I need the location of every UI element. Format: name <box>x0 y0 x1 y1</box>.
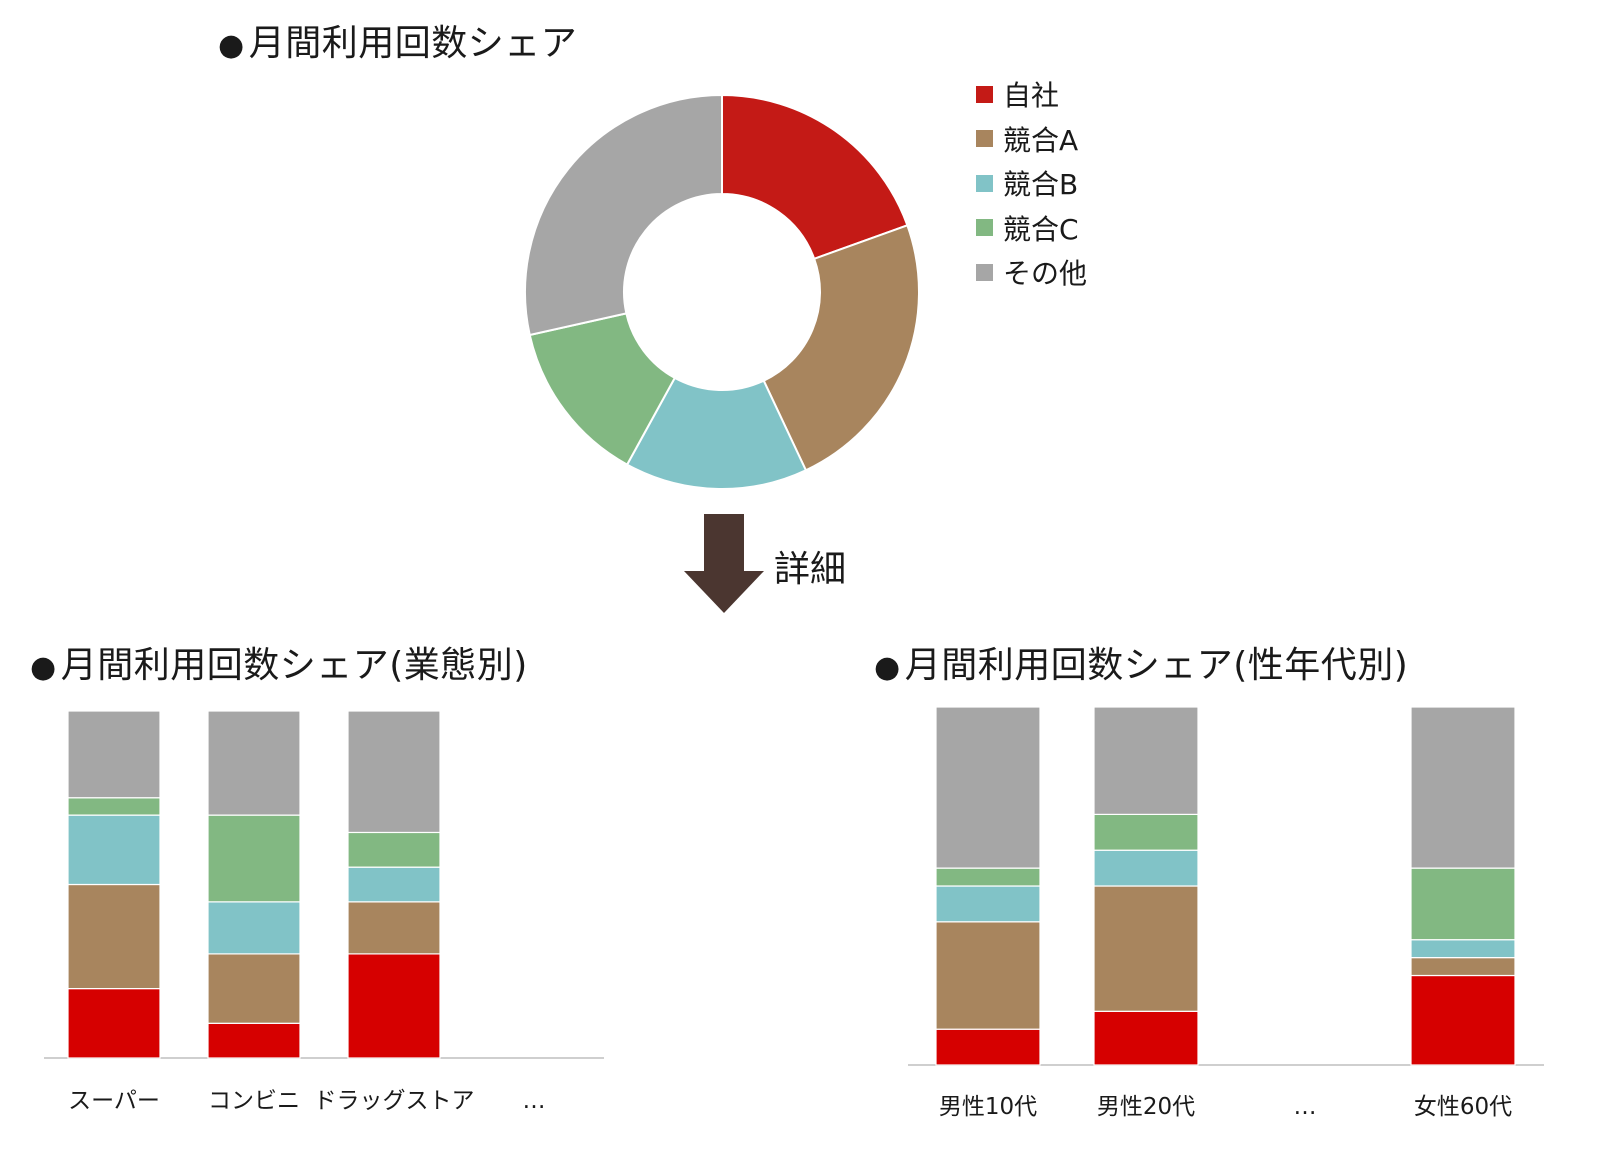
legend-label: 競合C <box>1003 212 1079 246</box>
bar-segment-0-1 <box>67 883 161 990</box>
down-arrow-icon <box>684 514 764 614</box>
bar-segment-0-0 <box>935 1028 1041 1066</box>
legend-swatch <box>976 263 993 281</box>
bar-segment-1-4 <box>1093 706 1199 816</box>
category-label: コンビニ <box>208 1088 300 1114</box>
bar-segment-0-4 <box>935 706 1041 869</box>
legend-label: 競合B <box>1003 168 1079 202</box>
business-chart-title: ● 月間利用回数シェア(業態別) <box>30 636 528 688</box>
legend-swatch <box>976 219 993 237</box>
bullet-icon: ● <box>874 650 901 685</box>
bar-segment-0-4 <box>67 710 161 799</box>
legend-item: 競合B <box>976 161 1087 206</box>
bar-segment-1-0 <box>207 1022 301 1059</box>
bar-segment-1-2 <box>207 901 301 955</box>
bar-segment-1-3 <box>207 814 301 903</box>
legend-label: 自社 <box>1003 79 1060 113</box>
category-label: スーパー <box>68 1088 160 1114</box>
bullet-icon: ● <box>218 28 245 63</box>
bar-segment-1-2 <box>1093 849 1199 887</box>
bar-segment-1-4 <box>207 710 301 816</box>
arrow-stem <box>704 514 744 572</box>
category-label: … <box>1294 1094 1317 1120</box>
donut-slice-1 <box>762 223 920 472</box>
legend-item: 競合C <box>976 206 1087 251</box>
business-stacked-bar-chart: スーパー コンビニ ドラッグストア … <box>44 710 604 1114</box>
category-label: 男性20代 <box>1097 1094 1195 1120</box>
bar-segment-0-1 <box>935 921 1041 1030</box>
bar-segment-2-4 <box>347 710 441 834</box>
bar-segment-2-3 <box>347 831 441 868</box>
bar-segment-3-4 <box>1410 706 1516 869</box>
bar-segment-1-3 <box>1093 813 1199 851</box>
bar-segment-1-1 <box>207 953 301 1024</box>
main-chart-title-text: 月間利用回数シェア <box>248 23 578 64</box>
demographic-stacked-bar-chart: 男性10代 男性20代 … 女性60代 <box>908 706 1544 1120</box>
donut-slice-4 <box>524 93 723 337</box>
legend-item: その他 <box>976 250 1087 295</box>
bar-segment-0-3 <box>67 797 161 816</box>
legend-swatch <box>976 85 993 103</box>
legend-label: 競合A <box>1003 123 1079 157</box>
chart-legend: 自社競合A 競合B 競合C その他 <box>976 72 1087 295</box>
category-label: 男性10代 <box>939 1094 1037 1120</box>
bar-segment-3-0 <box>1410 974 1516 1066</box>
bar-segment-0-0 <box>67 988 161 1059</box>
bar-segment-2-0 <box>347 953 441 1059</box>
bar-segment-0-2 <box>67 814 161 886</box>
legend-item: 競合A <box>976 117 1087 162</box>
bar-segment-2-1 <box>347 901 441 955</box>
demographic-chart-title-text: 月間利用回数シェア(性年代別) <box>904 645 1409 686</box>
legend-swatch <box>976 174 993 192</box>
legend-swatch <box>976 130 993 148</box>
main-chart-title: ● 月間利用回数シェア <box>218 14 577 66</box>
bar-segment-3-3 <box>1410 867 1516 941</box>
donut-chart <box>524 93 920 490</box>
detail-label: 詳細 <box>774 549 847 590</box>
bar-segment-3-1 <box>1410 957 1516 977</box>
donut-slice-0 <box>721 93 909 261</box>
bar-segment-0-3 <box>935 867 1041 887</box>
arrow-head <box>684 571 764 613</box>
category-label: … <box>523 1088 546 1114</box>
bullet-icon: ● <box>30 650 57 685</box>
bar-segment-0-2 <box>935 885 1041 923</box>
category-label: 女性60代 <box>1414 1094 1512 1120</box>
category-label: ドラッグストア <box>314 1088 475 1114</box>
bar-segment-3-2 <box>1410 939 1516 959</box>
bar-segment-2-2 <box>347 866 441 903</box>
bar-segment-1-0 <box>1093 1010 1199 1066</box>
demographic-chart-title: ● 月間利用回数シェア(性年代別) <box>874 636 1408 688</box>
legend-label: その他 <box>1003 257 1088 291</box>
business-chart-title-text: 月間利用回数シェア(業態別) <box>60 645 528 686</box>
bar-segment-1-1 <box>1093 885 1199 1012</box>
legend-item: 自社 <box>976 72 1087 117</box>
